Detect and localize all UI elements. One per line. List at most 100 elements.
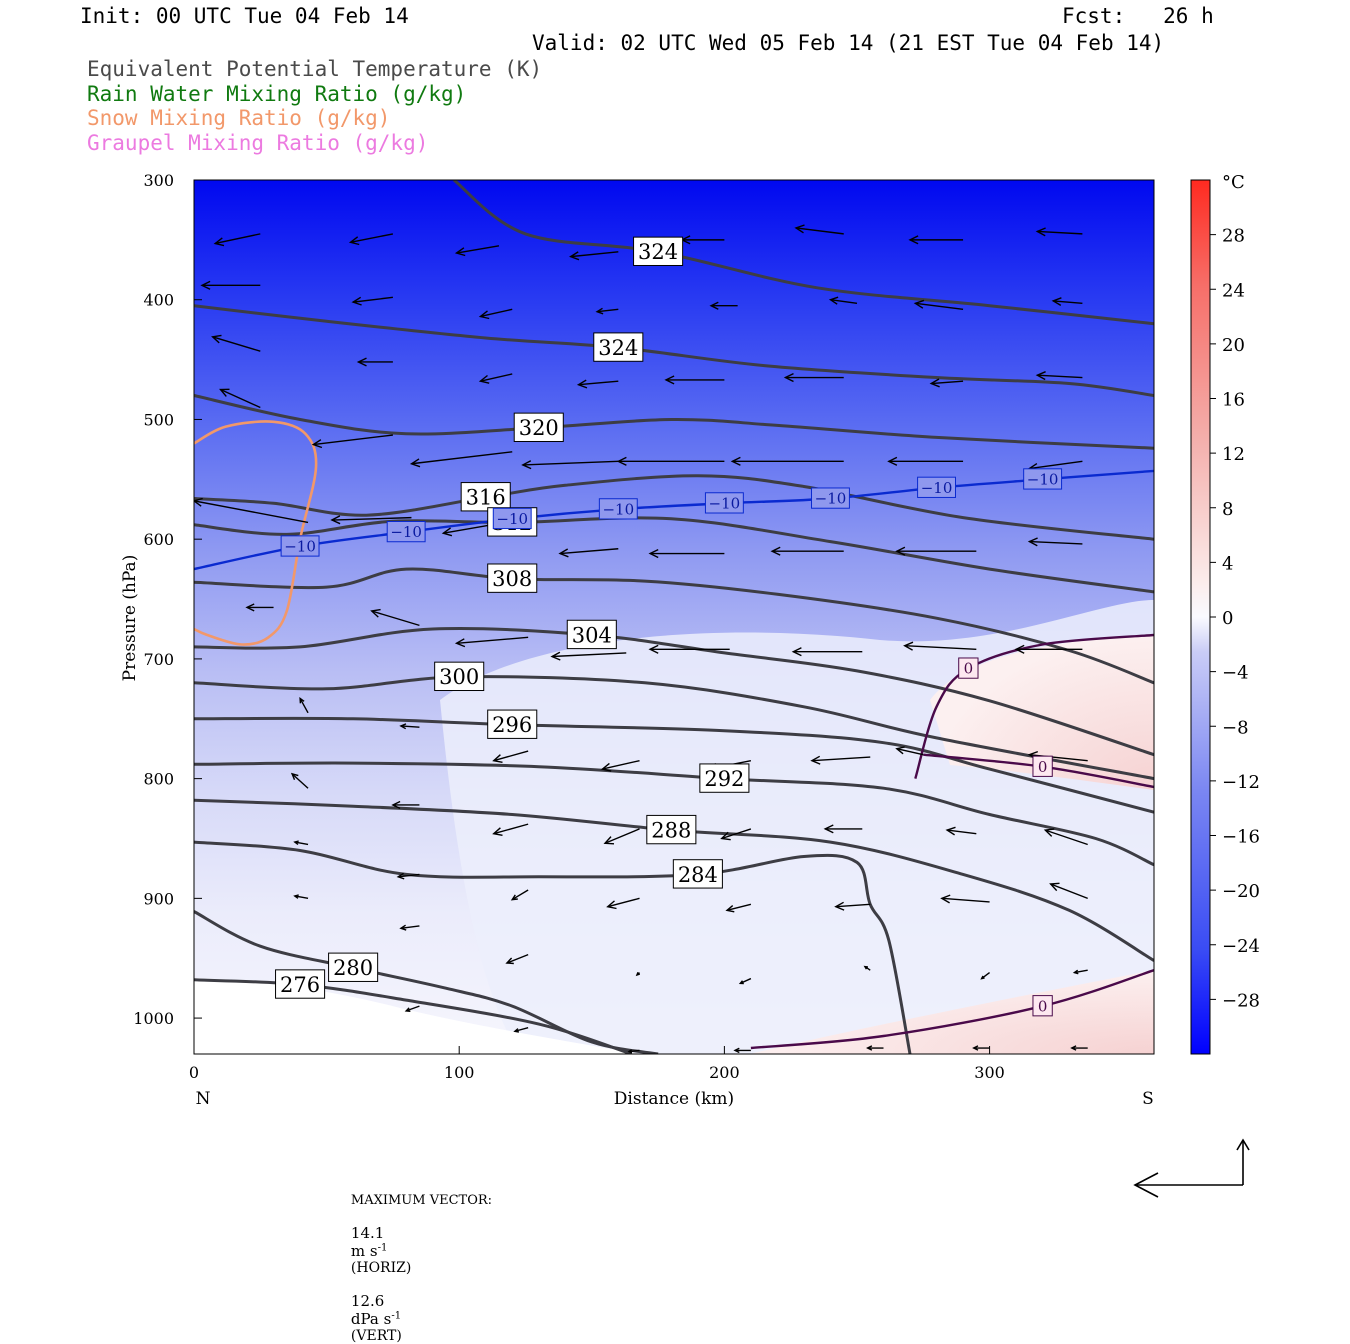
- x-tick-label: 0: [189, 1063, 199, 1082]
- wind-vector: [558, 548, 619, 558]
- wind-vector: [725, 903, 752, 913]
- max-vector-footer: MAXIMUM VECTOR: 14.1 m s-1 (HORIZ) 12.6 …: [342, 1176, 492, 1344]
- wind-vector: [945, 826, 977, 836]
- wind-vector: [513, 1026, 529, 1033]
- wind-vector: [351, 296, 393, 306]
- wind-vector: [478, 308, 513, 320]
- wind-vector: [895, 746, 924, 756]
- theta-e-label-276: 276: [275, 969, 326, 999]
- wind-vector: [794, 224, 844, 235]
- legend-snow: Snow Mixing Ratio (g/kg): [87, 106, 391, 130]
- theta-e-contours: [194, 180, 1154, 1054]
- theta-e-label-280-text: 280: [333, 956, 373, 980]
- forecast-hour-label: Fcst: 26 h: [1062, 4, 1214, 28]
- x-end-label-left: N: [196, 1089, 211, 1109]
- wind-vector: [929, 378, 964, 388]
- wind-vector: [980, 972, 991, 980]
- x-tick-label: 200: [709, 1063, 740, 1082]
- temp-label-minus10: −10: [386, 520, 426, 543]
- theta-e-label-308: 308: [487, 563, 538, 593]
- wind-vector: [940, 894, 990, 904]
- theta-e-label-296-text: 296: [492, 713, 532, 737]
- theta-e-label-316: 316: [460, 482, 511, 512]
- wind-vector: [211, 334, 261, 352]
- wind-vector: [569, 251, 619, 261]
- wind-vector: [1051, 297, 1083, 307]
- wind-vector: [370, 608, 420, 627]
- colorbar-unit: °C: [1222, 172, 1245, 193]
- temp-label-zero-text: 0: [964, 660, 974, 678]
- vert-unit: dPa s: [350, 1310, 392, 1328]
- wind-vector: [600, 759, 640, 772]
- colorbar-label: 20: [1222, 335, 1245, 356]
- wind-vector: [1072, 969, 1088, 975]
- wind-vector: [903, 641, 977, 651]
- wind-vector: [1035, 371, 1083, 381]
- wind-vector: [648, 548, 725, 559]
- temp-label-minus10: −10: [704, 492, 744, 514]
- wind-vector: [521, 460, 619, 470]
- theta-e-label-324-text: 324: [638, 240, 678, 264]
- colorbar-label: −24: [1222, 936, 1260, 957]
- wind-vector: [1014, 644, 1083, 654]
- wind-vector: [1070, 1045, 1088, 1051]
- y-axis-label: Pressure (hPa): [120, 555, 140, 682]
- init-time-label: Init: 00 UTC Tue 04 Feb 14: [80, 4, 409, 28]
- y-tick-label: 600: [143, 530, 174, 549]
- wind-vector: [664, 375, 725, 385]
- theta-e-label-324: 324: [633, 236, 684, 266]
- colorbar-label: −28: [1222, 990, 1260, 1011]
- wind-vector: [866, 1045, 884, 1051]
- theta-e-label-300-text: 300: [439, 665, 479, 689]
- wind-vector: [299, 696, 309, 714]
- y-tick-label: 300: [143, 171, 174, 190]
- wind-vector: [454, 636, 529, 648]
- y-tick-label: 500: [143, 410, 174, 429]
- legend-rain-water: Rain Water Mixing Ratio (g/kg): [87, 82, 467, 106]
- plot-frame: [193, 179, 1155, 1055]
- warm-region-lower: [750, 970, 1154, 1054]
- wind-vector: [595, 307, 619, 315]
- wind-vector: [200, 280, 261, 290]
- temp-label-minus10-text: −10: [284, 538, 316, 556]
- theta-e-label-280: 280: [328, 952, 379, 982]
- wind-vector: [348, 233, 394, 246]
- vert-tag: (VERT): [350, 1328, 402, 1344]
- colorbar-label: −16: [1222, 827, 1260, 848]
- temp-label-minus10-text: −10: [496, 510, 528, 528]
- colorbar-label: −12: [1222, 772, 1260, 793]
- wind-vector: [356, 357, 393, 367]
- temp-label-minus10: −10: [598, 498, 638, 520]
- y-tick-label: 400: [143, 291, 174, 310]
- wind-vector: [330, 515, 412, 525]
- temp-label-minus10: −10: [280, 535, 320, 557]
- vert-value: 12.6: [350, 1292, 385, 1310]
- temp-label-minus10-text: −10: [602, 500, 634, 518]
- theta-e-label-284: 284: [672, 859, 723, 889]
- wind-vector: [828, 296, 858, 305]
- wind-vectors: [194, 224, 1088, 1054]
- x-tick-label: 300: [974, 1063, 1005, 1082]
- temp-label-zero: 0: [1032, 755, 1053, 777]
- wind-vector: [635, 971, 641, 977]
- temp-label-minus10-text: −10: [921, 479, 953, 497]
- y-tick-label: 700: [143, 650, 174, 669]
- wind-vector: [550, 651, 627, 661]
- temp-label-zero: 0: [958, 657, 979, 679]
- theta-e-contour-324: [452, 180, 1154, 326]
- wind-vector: [505, 953, 529, 965]
- wind-vector: [791, 647, 863, 657]
- temp-contour--10: [194, 469, 1154, 571]
- theta-e-label-284-text: 284: [678, 863, 718, 887]
- theta-e-contour-296: [194, 716, 1154, 814]
- theta-e-contour-276: [194, 978, 633, 1054]
- theta-e-label-304: 304: [566, 619, 617, 650]
- horiz-value: 14.1: [350, 1224, 385, 1242]
- theta-e-contour-324: [194, 304, 1154, 397]
- horiz-tag: (HORIZ): [350, 1260, 412, 1276]
- wind-vector: [648, 644, 730, 654]
- wind-vector: [606, 897, 640, 910]
- theta-e-contour-304: [194, 626, 1154, 757]
- colorbar-label: 8: [1222, 499, 1233, 520]
- wind-vector: [478, 373, 513, 384]
